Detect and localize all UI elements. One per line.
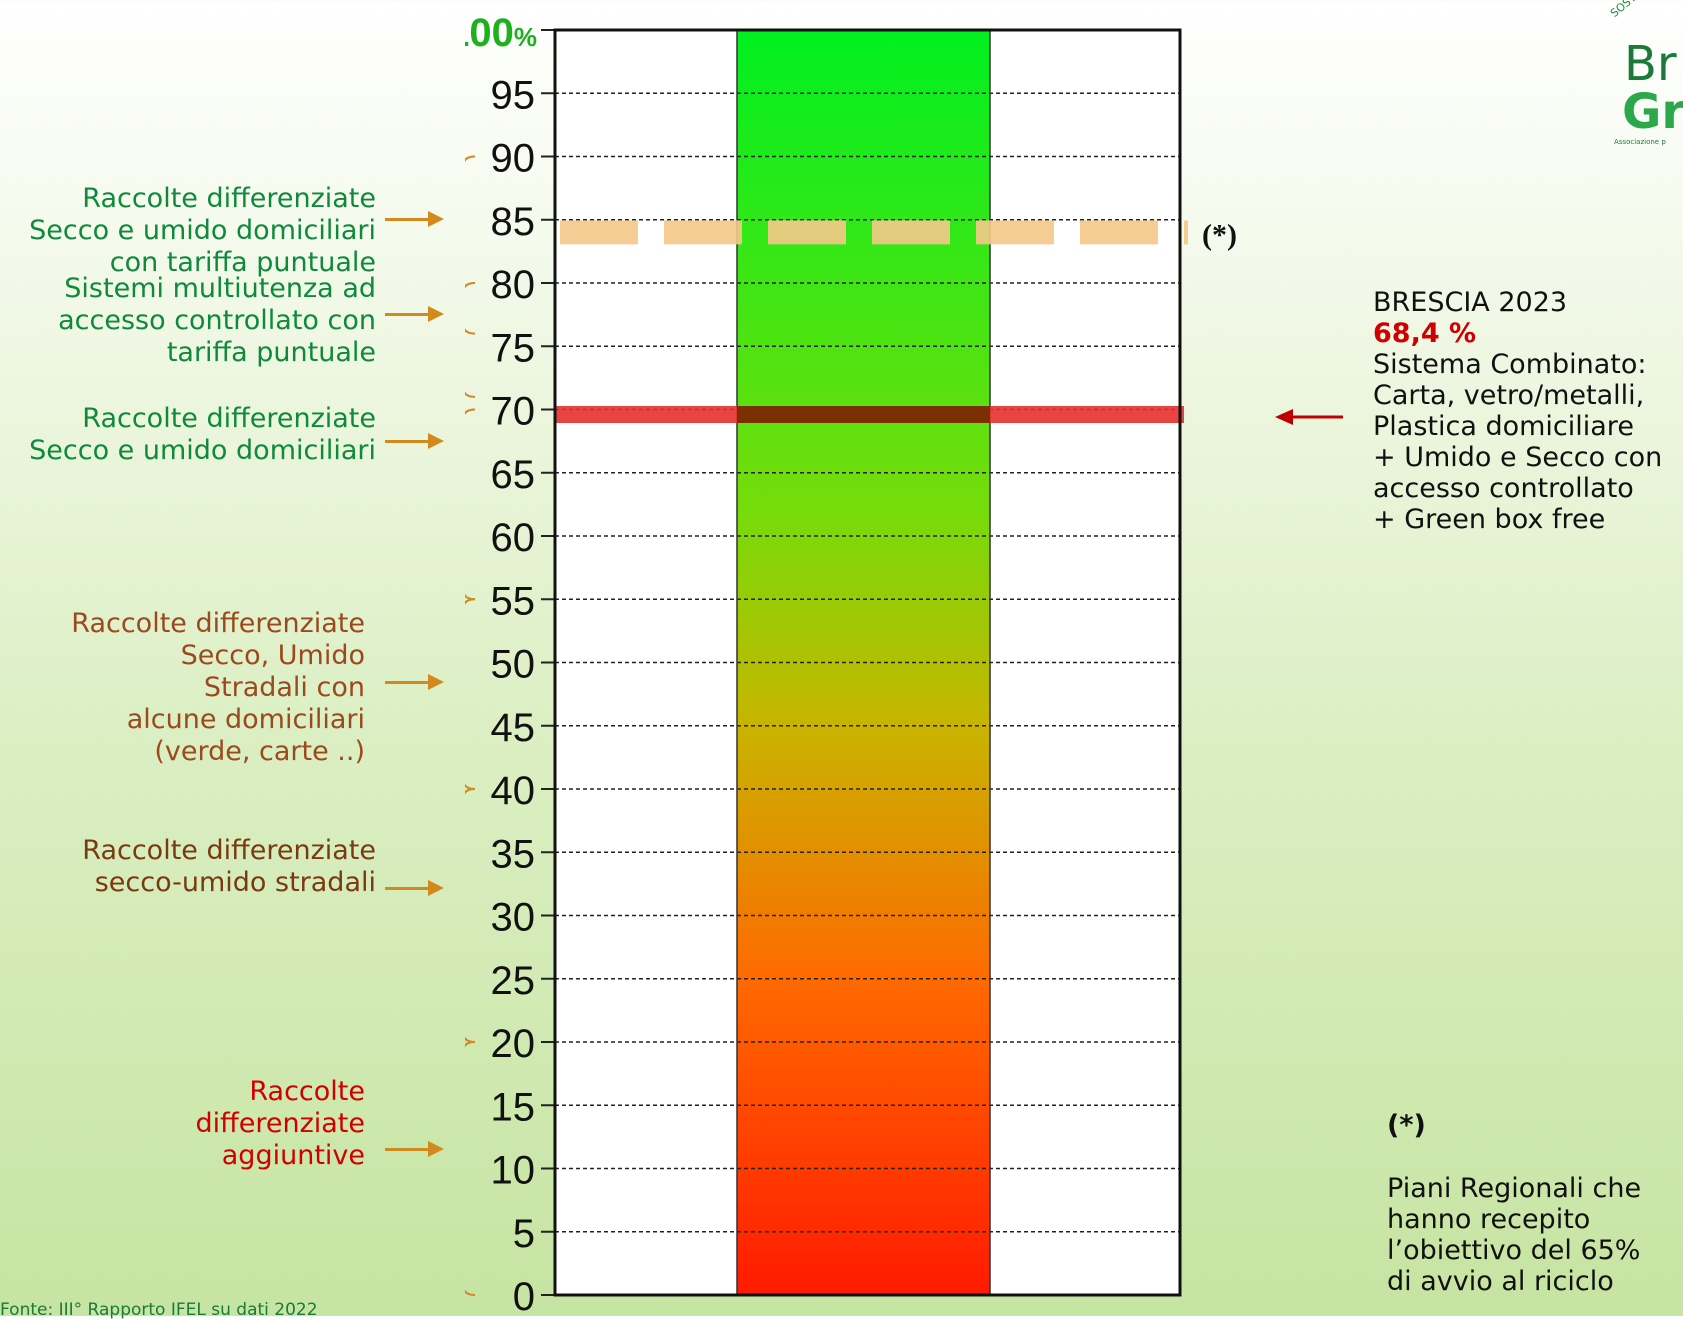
- y-tick-label: 15: [491, 1085, 536, 1129]
- recycling-percentage-chart: 0 5 10 15 20 25 30 35 40 45 50 55 60 65 70 75 80 85 90 95 10…: [465, 11, 1237, 1316]
- footnote-line-0: Piani Regionali che: [1387, 1173, 1642, 1204]
- label-domiciliari: Raccolte differenziate Secco e umido dom…: [29, 403, 376, 466]
- category-brace: [465, 598, 476, 790]
- logo-line1: Br: [1624, 36, 1677, 92]
- footnote-line-1: hanno recepito: [1387, 1204, 1591, 1235]
- arrow-aggiuntive: [385, 1141, 444, 1157]
- y-tick-label: 35: [491, 832, 536, 876]
- brescia-line-5: + Green box free: [1373, 504, 1606, 535]
- arrow-stradali-domiciliari: [385, 674, 444, 690]
- y-tick-label: 60: [491, 516, 536, 560]
- y-tick-label: 10: [491, 1149, 536, 1193]
- source-note: Fonte: III° Rapporto IFEL su dati 2022: [0, 1300, 318, 1320]
- y-tick-label: 40: [491, 769, 536, 813]
- category-brace: [465, 788, 476, 1043]
- y-tick-label: 90: [491, 137, 536, 181]
- brescia-green-logo: SOSTENIBILE Br Gr Associazione p: [1590, 0, 1683, 150]
- arrow-domiciliari-tariffa: [385, 211, 444, 227]
- y-tick-label: 85: [491, 200, 536, 244]
- brescia-line-0: Sistema Combinato:: [1373, 349, 1647, 380]
- footnote: (*) Piani Regionali che hanno recepito l…: [1387, 1110, 1641, 1297]
- y-tick-label: 30: [491, 896, 536, 940]
- y-tick-label: 45: [491, 706, 536, 750]
- arrow-domiciliari: [385, 433, 444, 449]
- label-domiciliari-tariffa: Raccolte differenziate Secco e umido dom…: [29, 183, 376, 278]
- dashed-line-marker: (*): [1202, 218, 1237, 251]
- y-tick-label: 50: [491, 643, 536, 687]
- category-brace: [465, 1041, 476, 1296]
- plot-frame: [553, 28, 1182, 1297]
- y-tick-label: 0: [513, 1275, 535, 1316]
- arrow-multiutenza: [385, 306, 444, 322]
- y-tick-label: 95: [491, 73, 536, 117]
- footnote-line-2: l’obiettivo del 65%: [1387, 1235, 1641, 1266]
- brescia-title: BRESCIA 2023: [1373, 287, 1568, 318]
- category-brace: [465, 408, 476, 601]
- y-tick-label: 55: [491, 579, 536, 623]
- category-brace: [465, 282, 476, 398]
- label-stradali-domiciliari: Raccolte differenziate Secco, Umido Stra…: [71, 608, 365, 767]
- brescia-value: 68,4 %: [1373, 318, 1477, 349]
- brescia-arrow: [1275, 409, 1343, 425]
- y-tick-label-top: 100%: [465, 11, 537, 55]
- y-tick-label: 75: [491, 326, 536, 370]
- brescia-line-1: Carta, vetro/metalli,: [1373, 380, 1645, 411]
- brescia-annotation: BRESCIA 2023 68,4 % Sistema Combinato: C…: [1373, 287, 1662, 535]
- footnote-line-3: di avvio al riciclo: [1387, 1266, 1614, 1297]
- y-tick-label: 70: [491, 390, 536, 434]
- y-tick-label: 5: [513, 1212, 535, 1256]
- brescia-line-2: Plastica domiciliare: [1373, 411, 1634, 442]
- label-stradali: Raccolte differenziate secco-umido strad…: [82, 835, 376, 898]
- logo-tagline: Associazione p: [1614, 138, 1666, 146]
- brescia-line-4: accesso controllato: [1373, 473, 1634, 504]
- y-tick-label: 25: [491, 959, 536, 1003]
- arrow-stradali: [385, 880, 444, 896]
- y-tick-label: 80: [491, 263, 536, 307]
- y-tick-label: 20: [491, 1022, 536, 1066]
- logo-top-text: SOSTENIBILE: [1608, 0, 1671, 20]
- label-aggiuntive: Raccolte differenziate aggiuntive: [195, 1076, 365, 1171]
- category-brace: [465, 155, 476, 335]
- label-multiutenza: Sistemi multiutenza ad accesso controlla…: [58, 273, 376, 368]
- y-tick-label: 65: [491, 453, 536, 497]
- brescia-line-3: + Umido e Secco con: [1373, 442, 1663, 473]
- footnote-marker: (*): [1387, 1110, 1426, 1141]
- logo-line2: Gr: [1622, 84, 1683, 140]
